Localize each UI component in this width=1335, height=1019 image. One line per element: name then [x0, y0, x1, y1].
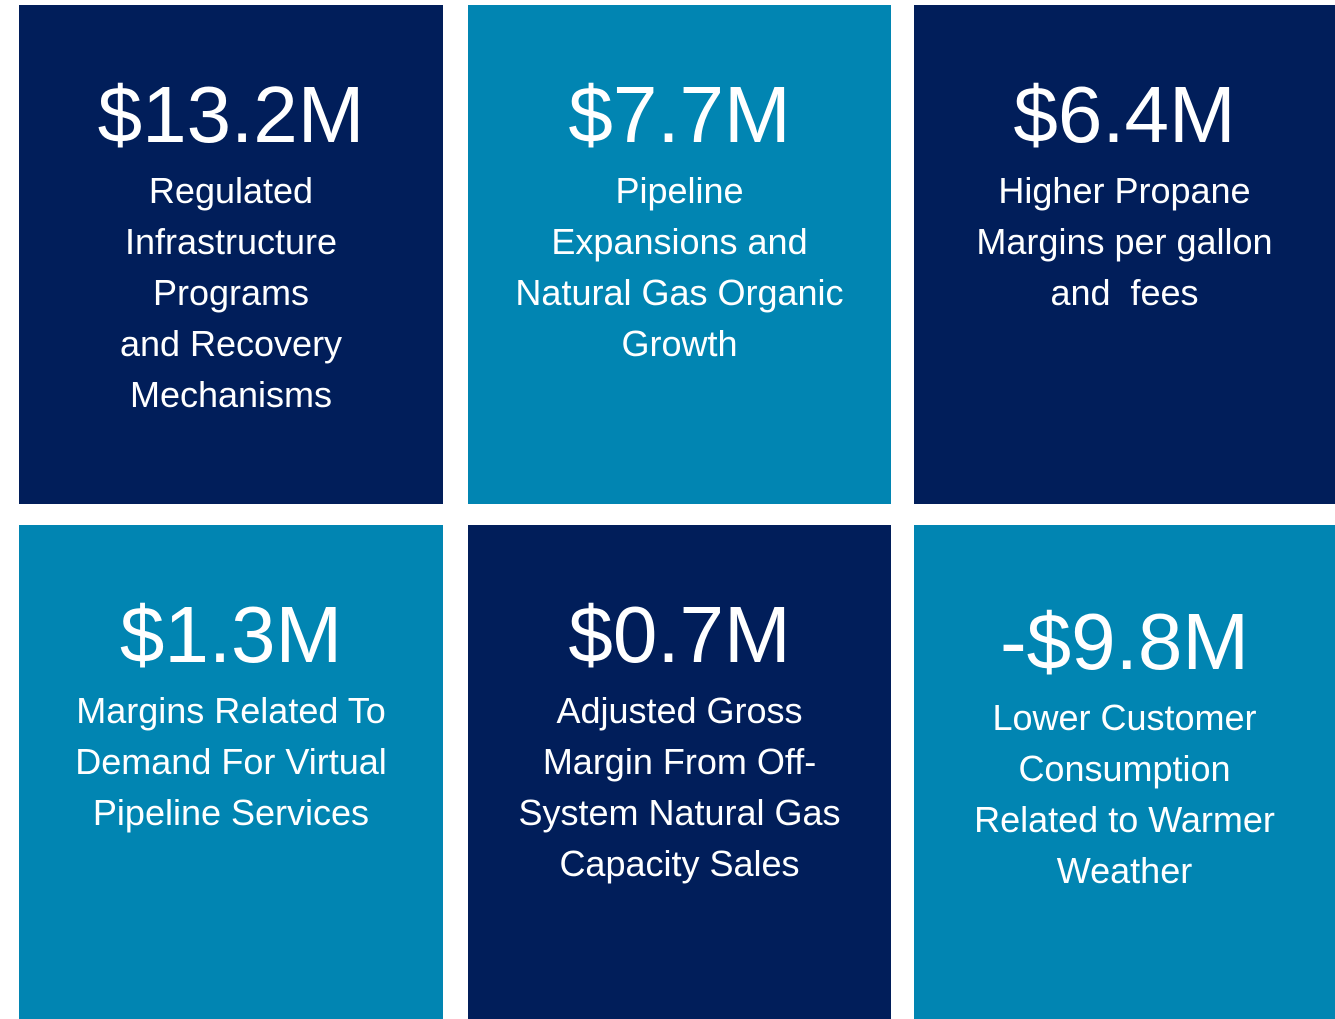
metric-description: Mechanisms: [129, 374, 333, 415]
metric-tile: $1.3M Margins Related To Demand For Virtua…: [19, 525, 443, 1019]
metric-description: Programs: [152, 272, 310, 313]
metric-description: and Recovery: [119, 323, 343, 364]
metric-amount: $1.3M: [119, 590, 343, 679]
metric-description: System Natural Gas: [518, 792, 841, 833]
metric-amount: $7.7M: [568, 70, 791, 159]
metric-description: Pipeline: [615, 170, 744, 211]
metric-amount: $6.4M: [1013, 70, 1236, 159]
metric-description: and fees: [1050, 272, 1199, 313]
metric-description: Weather: [1056, 850, 1193, 891]
metric-description: Margins Related To: [76, 690, 386, 731]
metric-description: Capacity Sales: [559, 843, 800, 884]
metric-description: Higher Propane: [998, 170, 1251, 211]
metric-description: Infrastructure: [124, 221, 338, 262]
metric-description: Regulated: [148, 170, 314, 211]
metric-tile: $0.7M Adjusted Gross Margin From Off- Syste…: [468, 525, 891, 1019]
metric-description: Demand For Virtual: [75, 741, 387, 782]
metric-description: Margin From Off-: [542, 741, 817, 782]
metric-description: Expansions and: [551, 221, 808, 262]
metric-description: Pipeline Services: [92, 792, 370, 833]
metric-description: Natural Gas Organic: [515, 272, 844, 313]
metric-description: Adjusted Gross: [556, 690, 803, 731]
metric-description: Growth: [621, 323, 738, 364]
metric-tile: $7.7M Pipeline Expansions and Natural Gas O…: [468, 5, 891, 504]
metric-amount: $0.7M: [568, 590, 791, 679]
metric-amount: -$9.8M: [1000, 597, 1249, 686]
metric-tile: $13.2M Regulated Infrastructure Programs and…: [19, 5, 443, 504]
metric-description: Margins per gallon: [976, 221, 1273, 262]
metric-tile: $6.4M Higher Propane Margins per gallon and…: [914, 5, 1335, 504]
metric-description: Consumption: [1018, 748, 1231, 789]
metric-description: Related to Warmer: [974, 799, 1275, 840]
metric-tile: -$9.8M Lower Customer Consumption Related t…: [914, 525, 1335, 1019]
metric-description: Lower Customer: [992, 697, 1257, 738]
metric-amount: $13.2M: [97, 70, 365, 159]
